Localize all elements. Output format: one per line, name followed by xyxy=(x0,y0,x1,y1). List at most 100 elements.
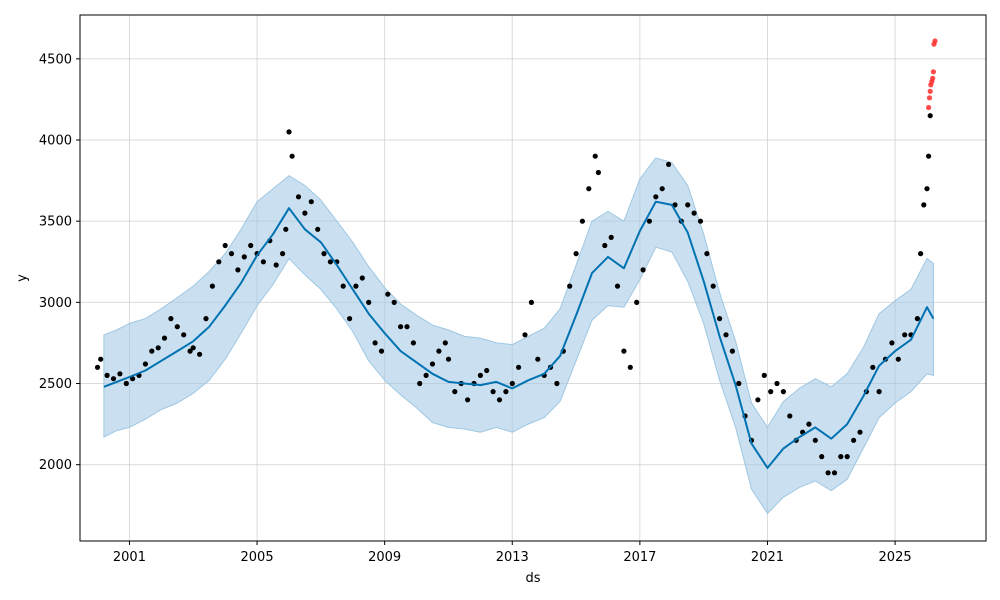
future-observed-point xyxy=(930,69,937,75)
observed-point xyxy=(477,372,483,378)
observed-point xyxy=(509,380,515,387)
observed-point xyxy=(634,299,640,305)
observed-point xyxy=(595,169,602,176)
observed-point xyxy=(806,421,812,427)
observed-point xyxy=(465,397,471,403)
observed-point xyxy=(653,194,659,200)
observed-point xyxy=(452,389,458,395)
observed-point xyxy=(503,389,509,395)
observed-point xyxy=(187,348,193,354)
observed-point xyxy=(573,251,579,257)
observed-point xyxy=(123,380,129,387)
observed-point xyxy=(659,186,665,192)
observed-point xyxy=(787,413,793,419)
observed-point xyxy=(181,332,187,338)
observed-point xyxy=(902,332,908,338)
observed-point xyxy=(340,283,346,289)
plot-frame xyxy=(79,14,987,542)
observed-point xyxy=(398,324,404,330)
x-tick-label: 2005 xyxy=(241,550,274,565)
observed-point xyxy=(914,316,921,322)
observed-point xyxy=(104,372,110,378)
y-tick-label: 2500 xyxy=(39,377,72,392)
future-observed-point xyxy=(927,88,933,94)
observed-point xyxy=(927,113,933,119)
observed-point xyxy=(359,275,365,281)
uncertainty-band-layer xyxy=(103,157,934,515)
observed-point xyxy=(646,218,653,224)
observed-point xyxy=(614,283,621,289)
observed-point xyxy=(417,380,423,387)
observed-point xyxy=(691,210,697,216)
observed-point xyxy=(831,470,838,476)
observed-point xyxy=(241,254,247,260)
observed-point xyxy=(704,251,710,257)
forecast-line xyxy=(103,200,935,469)
observed-point xyxy=(372,340,378,346)
observed-point xyxy=(844,454,850,460)
observed-point xyxy=(876,389,882,395)
observed-point xyxy=(385,291,391,297)
observed-point xyxy=(235,267,241,273)
observed-point xyxy=(273,262,279,268)
observed-point xyxy=(117,371,123,377)
observed-point xyxy=(761,372,767,378)
observed-point xyxy=(819,454,825,460)
observed-point xyxy=(142,361,148,367)
x-tick-label: 2001 xyxy=(113,550,146,565)
observed-point xyxy=(366,299,372,305)
observed-point xyxy=(295,194,302,200)
observed-point xyxy=(429,361,436,367)
x-tick-label: 2017 xyxy=(623,550,656,565)
observed-point xyxy=(870,364,876,370)
future-observed-point xyxy=(932,38,938,44)
future-observed-point xyxy=(926,104,932,111)
observed-point xyxy=(130,376,136,382)
observed-point xyxy=(780,389,787,395)
observed-point xyxy=(895,356,901,362)
observed-point xyxy=(378,348,385,354)
observed-point xyxy=(260,259,266,265)
y-tick-label: 3000 xyxy=(39,296,72,311)
observed-point xyxy=(222,242,228,249)
observed-point xyxy=(554,380,560,387)
observed-point xyxy=(602,242,608,249)
observed-point xyxy=(98,356,104,362)
observed-point xyxy=(216,259,222,265)
observed-point xyxy=(522,332,528,338)
observed-point xyxy=(315,226,321,232)
observed-point xyxy=(528,299,535,305)
observed-point xyxy=(535,356,541,362)
observed-point xyxy=(627,364,633,370)
observed-point xyxy=(921,202,927,208)
observed-point xyxy=(926,153,932,159)
y-axis-label: y xyxy=(15,274,30,282)
x-tick-label: 2009 xyxy=(368,550,401,565)
observed-point xyxy=(391,299,397,305)
observed-point xyxy=(697,218,704,224)
observed-point xyxy=(496,397,503,403)
observed-point xyxy=(516,364,522,370)
observed-point xyxy=(736,380,742,387)
observed-point xyxy=(209,283,215,289)
observed-point xyxy=(579,218,586,224)
observed-point xyxy=(717,316,723,322)
observed-point xyxy=(289,153,295,159)
x-tick-label: 2025 xyxy=(879,550,912,565)
observed-point xyxy=(155,345,161,351)
observed-point xyxy=(197,351,203,357)
observed-point xyxy=(838,454,844,460)
observed-point xyxy=(621,348,627,354)
observed-point xyxy=(353,283,359,289)
observed-point xyxy=(729,348,736,354)
observed-point xyxy=(490,389,496,395)
observed-point xyxy=(666,161,672,167)
observed-point xyxy=(755,397,761,403)
uncertainty-band xyxy=(103,157,934,515)
observed-point xyxy=(586,186,592,192)
observed-point xyxy=(857,429,863,435)
observed-point xyxy=(423,372,429,378)
observed-point xyxy=(110,376,117,382)
